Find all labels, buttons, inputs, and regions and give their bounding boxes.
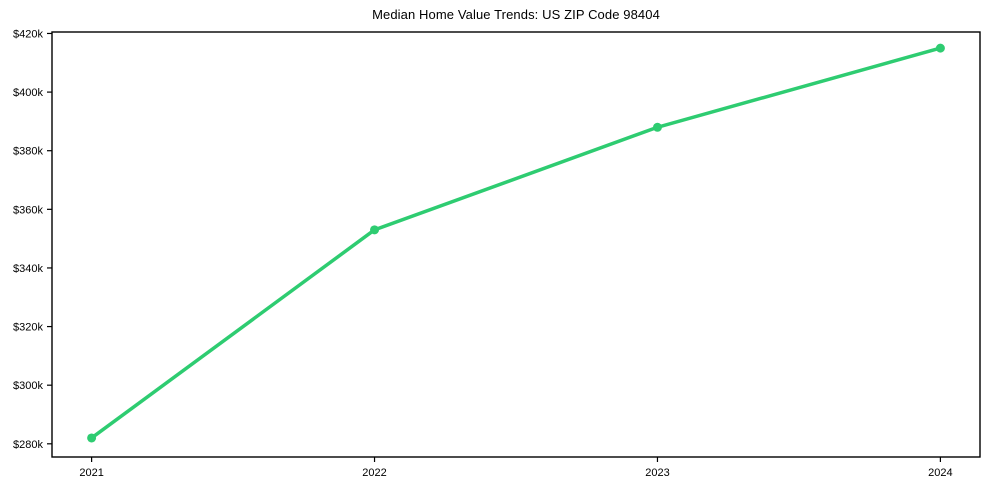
x-tick-label: 2022: [362, 467, 386, 479]
y-tick-label: $300k: [13, 380, 43, 392]
y-tick-label: $320k: [13, 322, 43, 334]
y-tick-label: $380k: [13, 146, 43, 158]
x-tick-label: 2021: [79, 467, 103, 479]
data-point-marker: [935, 43, 945, 53]
y-tick-label: $280k: [13, 439, 43, 451]
y-tick-label: $400k: [13, 87, 43, 99]
y-tick-label: $420k: [13, 28, 43, 40]
chart-title: Median Home Value Trends: US ZIP Code 98…: [372, 7, 660, 22]
x-tick-label: 2024: [928, 467, 952, 479]
x-tick-label: 2023: [645, 467, 669, 479]
data-point-marker: [370, 225, 380, 235]
data-point-marker: [652, 122, 662, 132]
axes-box: [51, 31, 981, 458]
data-point-marker: [87, 433, 97, 443]
y-tick-label: $340k: [13, 263, 43, 275]
trend-line: [89, 46, 943, 440]
y-tick-label: $360k: [13, 204, 43, 216]
